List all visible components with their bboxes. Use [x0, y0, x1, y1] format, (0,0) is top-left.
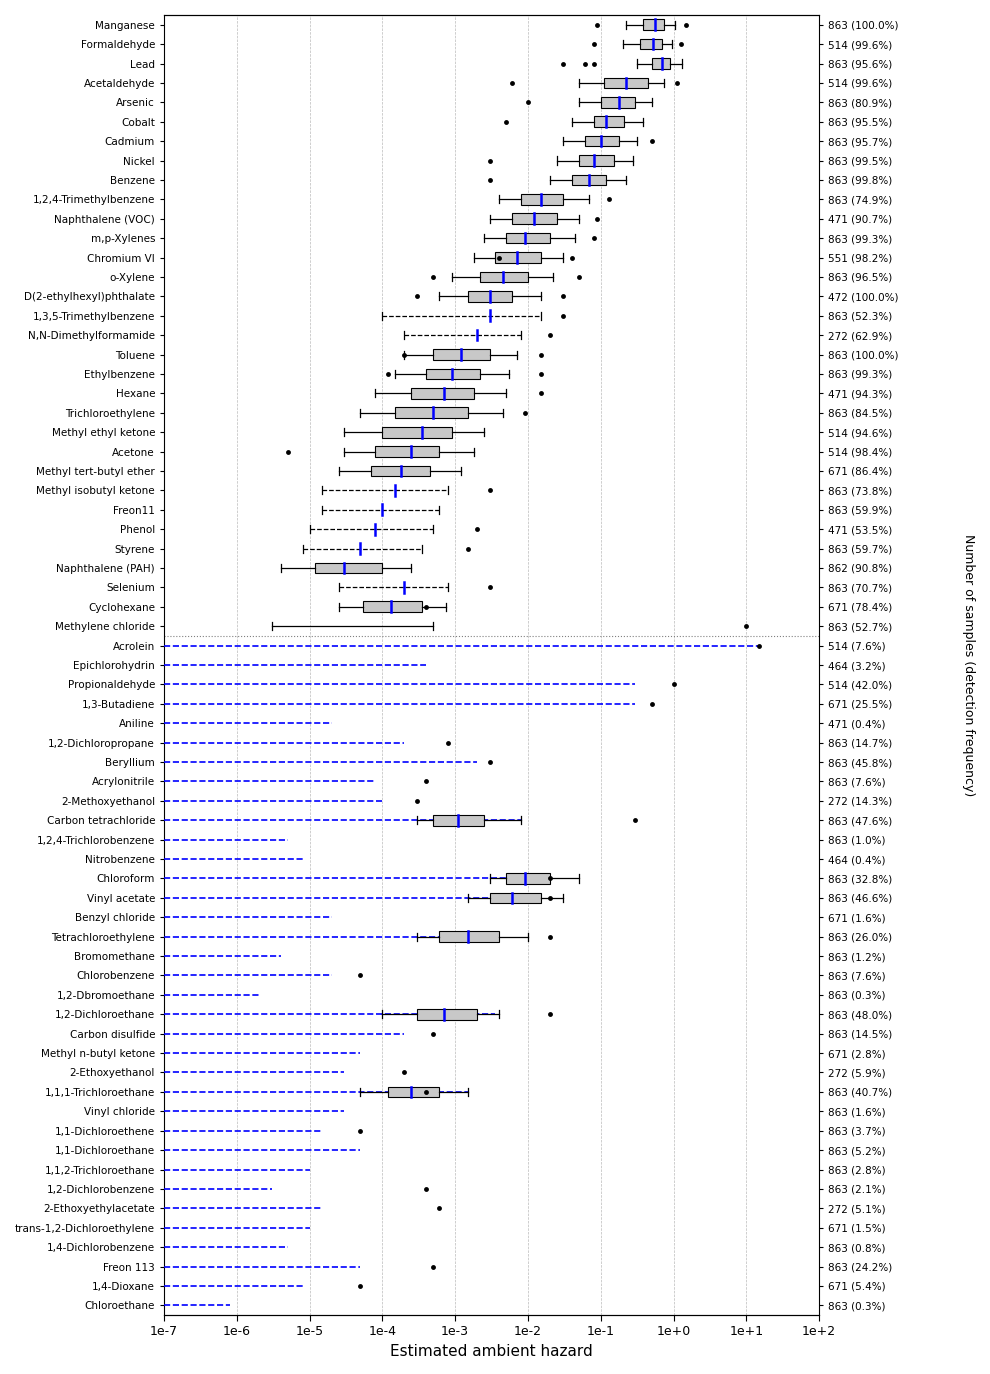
Bar: [439, 932, 499, 943]
Bar: [495, 253, 541, 262]
Bar: [427, 368, 480, 379]
Y-axis label: Number of samples (detection frequency): Number of samples (detection frequency): [962, 534, 975, 796]
Bar: [579, 155, 614, 166]
Bar: [480, 272, 528, 282]
Bar: [375, 447, 439, 458]
Bar: [584, 136, 620, 147]
Bar: [434, 815, 484, 826]
Bar: [382, 427, 451, 437]
Bar: [594, 117, 624, 126]
Bar: [363, 602, 422, 613]
Bar: [641, 38, 662, 49]
Bar: [572, 174, 607, 185]
Bar: [604, 77, 648, 88]
Bar: [417, 1009, 477, 1020]
Bar: [651, 58, 670, 69]
Bar: [388, 1087, 439, 1098]
Bar: [371, 466, 430, 477]
Bar: [521, 194, 562, 205]
Bar: [395, 408, 468, 418]
Bar: [490, 893, 541, 903]
Bar: [506, 232, 549, 243]
Bar: [411, 387, 474, 398]
Bar: [601, 98, 636, 107]
Bar: [434, 349, 490, 360]
Bar: [512, 213, 557, 224]
Bar: [468, 291, 512, 302]
Bar: [506, 872, 549, 883]
X-axis label: Estimated ambient hazard: Estimated ambient hazard: [390, 1344, 593, 1359]
Bar: [643, 19, 664, 30]
Bar: [316, 563, 382, 573]
